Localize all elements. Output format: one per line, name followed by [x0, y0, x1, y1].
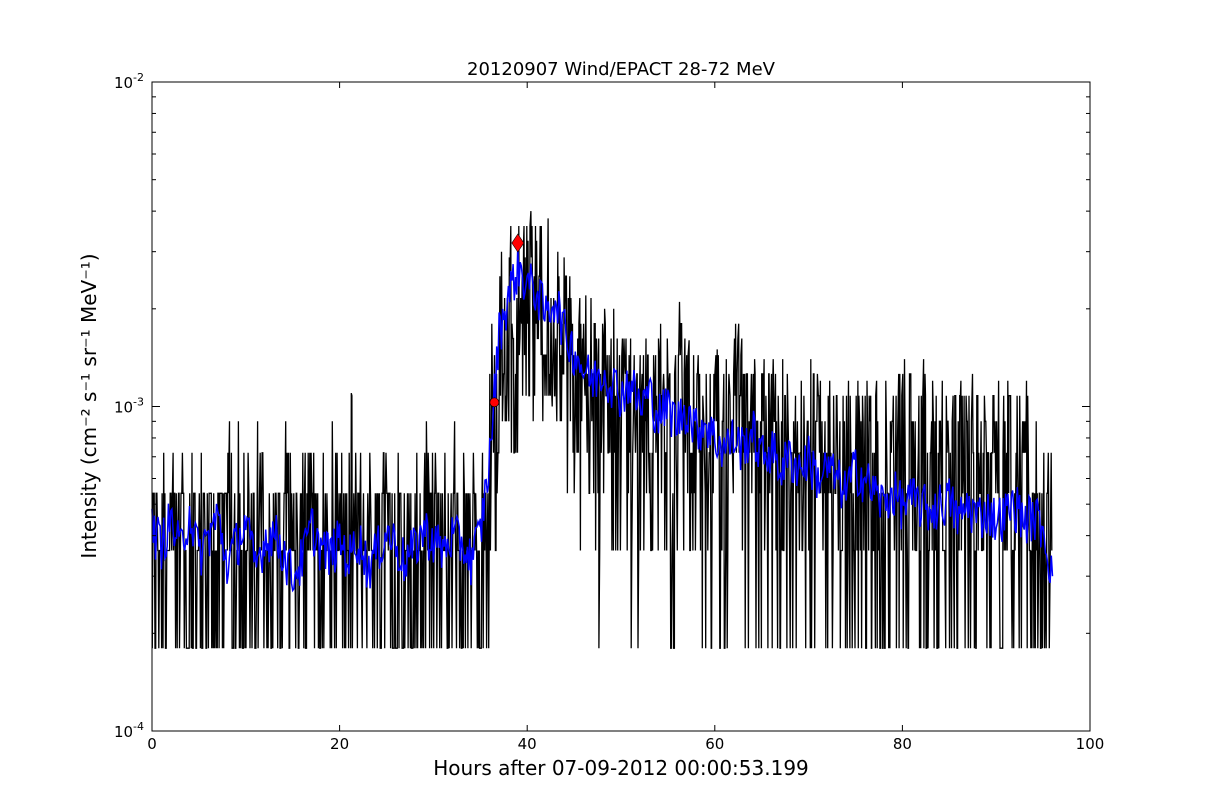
x-tick-label: 20: [330, 735, 349, 753]
x-tick-label: 0: [147, 735, 157, 753]
axis-ticks: 0 20 40 60 80 100 10-4 10-3 10-2: [114, 71, 1104, 753]
y-tick-label: 10-2: [114, 71, 144, 92]
y-axis-label: Intensity (cm⁻² s⁻¹ sr⁻¹ MeV⁻¹): [77, 253, 101, 558]
x-tick-label: 60: [705, 735, 724, 753]
smoothed-intensity-line: [151, 244, 1054, 593]
x-tick-label: 80: [893, 735, 912, 753]
y-tick-label: 10-3: [114, 396, 144, 417]
onset-marker: [489, 397, 500, 408]
raw-intensity-line: [151, 211, 1053, 649]
plot-area: [151, 211, 1054, 649]
y-tick-label: 10-4: [114, 720, 144, 741]
peak-marker: [511, 233, 525, 253]
x-tick-label: 40: [518, 735, 537, 753]
x-tick-label: 100: [1076, 735, 1105, 753]
x-axis-label: Hours after 07-09-2012 00:00:53.199: [433, 756, 809, 780]
chart-title: 20120907 Wind/EPACT 28-72 MeV: [467, 59, 776, 80]
